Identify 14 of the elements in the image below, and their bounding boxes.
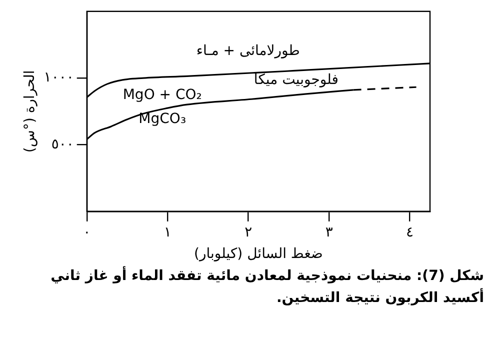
annotation: فلوجوبيت ميكا bbox=[254, 72, 338, 88]
text: شكل (7): منحنيات نموذجية لمعادن مائية تفقد الماء أو غاز ثاني أكسيد الكربون نتيجة التسخين. bbox=[50, 265, 484, 308]
y-tick-label: ٥٠٠ bbox=[51, 136, 74, 152]
annotation: MgCO₃ bbox=[138, 111, 186, 128]
x-tick-label: ٤ bbox=[406, 224, 414, 240]
x-axis-title: ضغط السائل (كيلوبار) bbox=[194, 246, 323, 262]
x-tick-label: ٠ bbox=[83, 224, 91, 240]
y-tick-label: ١٠٠٠ bbox=[44, 70, 74, 86]
x-tick-label: ١ bbox=[164, 224, 172, 240]
annotation: MgO + CO₂ bbox=[122, 87, 202, 104]
annotation: طورلامائى + مـاء bbox=[196, 43, 300, 60]
x-tick-label: ٣ bbox=[325, 224, 334, 240]
x-tick-label: ٢ bbox=[244, 224, 252, 240]
y-axis-title: الحرارة (°س) bbox=[22, 70, 38, 153]
